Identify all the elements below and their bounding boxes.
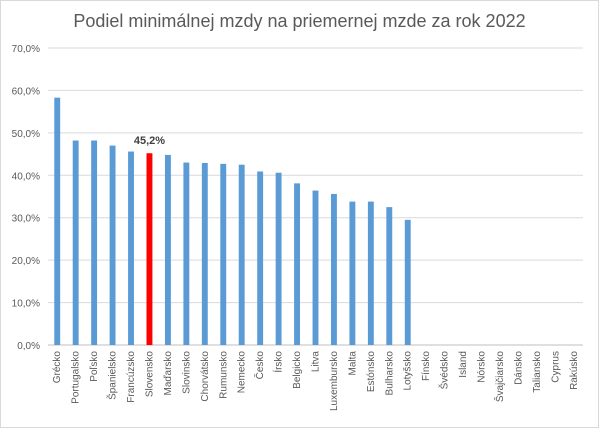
bar [201, 162, 208, 345]
x-tick-label: Slovensko [144, 351, 155, 398]
bar [404, 219, 411, 345]
x-tick-label: Švédsko [438, 351, 451, 390]
y-tick-label: 60,0% [12, 86, 40, 97]
x-tick-label: Grécko [52, 351, 63, 384]
bar [72, 140, 79, 345]
x-tick-label: Lotyšsko [403, 351, 414, 391]
bar [109, 145, 116, 345]
x-tick-label: Nórsko [477, 351, 488, 383]
bar [220, 163, 227, 345]
x-tick-label: Česko [253, 351, 266, 380]
bar [128, 151, 134, 345]
x-tick-label: Cyprus [550, 351, 561, 383]
x-tick-label: Rakúsko [569, 351, 580, 390]
y-tick-label: 50,0% [12, 129, 40, 140]
x-tick-label: Litva [311, 351, 322, 373]
y-tick-label: 70,0% [12, 44, 40, 55]
bar [54, 97, 61, 346]
data-label: 45,2% [134, 135, 165, 147]
x-tick-label: Luxembursko [329, 351, 340, 411]
bar [164, 154, 171, 345]
bar [330, 193, 337, 345]
bar [386, 207, 393, 345]
bar [238, 164, 245, 345]
bar [367, 201, 374, 345]
y-tick-label: 40,0% [12, 171, 40, 182]
bar [312, 190, 319, 345]
x-tick-label: Francúzsko [126, 351, 137, 403]
x-tick-label: Poľsko [89, 351, 100, 382]
x-tick-label: Slovinsko [181, 351, 192, 394]
bar [183, 162, 190, 345]
bar-highlight [146, 153, 153, 345]
x-tick-label: Bulharsko [384, 351, 395, 396]
x-tick-label: Estónsko [366, 351, 377, 393]
x-tick-label: Chorvátsko [200, 351, 211, 402]
x-tick-label: Rumunsko [218, 351, 229, 399]
x-tick-label: Švajčiarsko [493, 351, 506, 403]
x-tick-label: Španielsko [106, 351, 119, 400]
x-tick-label: Portugalsko [71, 351, 82, 404]
bar [294, 183, 301, 345]
x-tick-label: Írsko [272, 351, 285, 373]
bar [257, 171, 264, 345]
x-tick-label: Island [458, 351, 469, 378]
bar [349, 201, 356, 345]
y-tick-label: 20,0% [12, 256, 40, 267]
x-tick-label: Maďarsko [163, 351, 174, 396]
bar [91, 140, 98, 345]
chart-title: Podiel minimálnej mzdy na priemernej mzd… [73, 11, 526, 31]
y-tick-label: 0,0% [17, 341, 40, 352]
bar [275, 172, 282, 345]
x-tick-label: Nemecko [237, 351, 248, 394]
y-tick-label: 10,0% [12, 299, 40, 310]
x-tick-label: Malta [347, 351, 358, 376]
x-tick-label: Belgicko [292, 351, 303, 389]
x-tick-label: Taliansko [532, 351, 543, 393]
x-tick-label: Fínsko [421, 351, 432, 381]
x-tick-label: Dánsko [513, 351, 524, 385]
y-tick-label: 30,0% [12, 214, 40, 225]
